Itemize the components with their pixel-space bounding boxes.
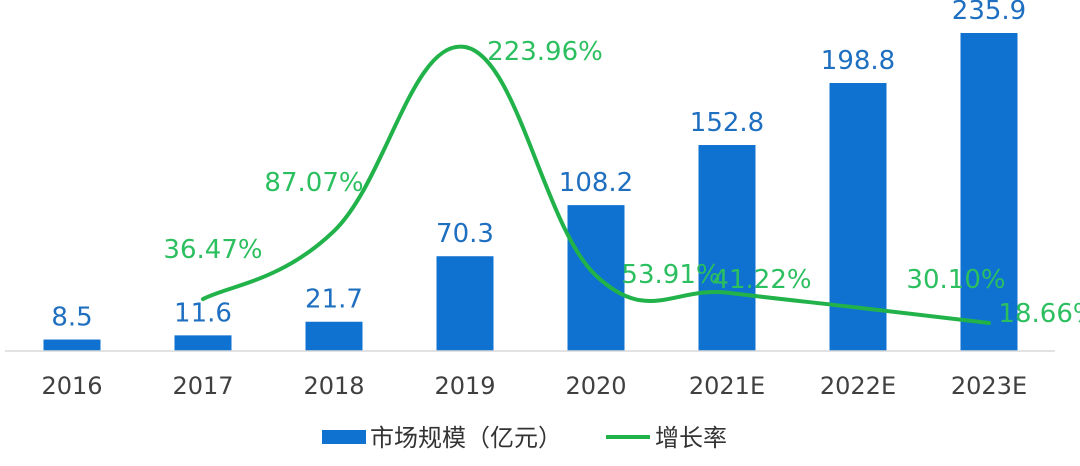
x-tick-label: 2021E — [689, 372, 765, 400]
x-tick-label: 2019 — [434, 372, 495, 400]
growth-rate-value-label: 18.66% — [998, 299, 1080, 329]
bar-value-label: 152.8 — [690, 108, 764, 138]
growth-rate-value-label: 36.47% — [163, 235, 262, 265]
legend: 市场规模（亿元） 增长率 — [322, 424, 727, 452]
bar-2023E — [960, 33, 1018, 351]
bar-2019 — [436, 256, 494, 351]
bar-value-label: 235.9 — [952, 0, 1026, 26]
x-tick-label: 2016 — [41, 372, 102, 400]
legend-bar-label: 市场规模（亿元） — [370, 424, 562, 452]
growth-rate-value-label: 53.91% — [621, 260, 720, 290]
bar-2016 — [43, 339, 101, 351]
x-tick-label: 2023E — [951, 372, 1027, 400]
growth-rate-value-label: 30.10% — [906, 265, 1005, 295]
bar-2018 — [305, 321, 363, 351]
growth-rate-value-label: 41.22% — [712, 265, 811, 295]
bar-2021E — [698, 145, 756, 351]
bar-value-label: 70.3 — [436, 219, 494, 249]
bar-value-label: 198.8 — [821, 46, 895, 76]
bar-series — [43, 33, 1018, 351]
bar-value-label: 8.5 — [51, 303, 92, 333]
bar-value-label: 21.7 — [305, 285, 363, 315]
x-tick-label: 2018 — [303, 372, 364, 400]
growth-rate-value-label: 223.96% — [487, 37, 603, 67]
bar-labels: 8.5 11.6 21.7 70.3 108.2 152.8 198.8 235.9 — [51, 0, 1026, 333]
x-tick-label: 2020 — [565, 372, 626, 400]
growth-rate-line — [201, 44, 991, 325]
bar-2017 — [174, 335, 232, 351]
x-tick-label: 2017 — [172, 372, 233, 400]
x-tick-label: 2022E — [820, 372, 896, 400]
growth-rate-labels: 36.47% 87.07% 223.96% 53.91%41.22% 30.10% 18.… — [163, 37, 1080, 329]
x-axis-ticks: 2016 2017 2018 2019 2020 2021E 2022E 2023E — [41, 372, 1027, 400]
legend-line-label: 增长率 — [655, 424, 727, 452]
legend-bar-swatch — [322, 430, 366, 444]
bar-value-label: 108.2 — [559, 168, 633, 198]
bar-value-label: 11.6 — [174, 298, 232, 328]
growth-rate-value-label: 87.07% — [264, 168, 363, 198]
